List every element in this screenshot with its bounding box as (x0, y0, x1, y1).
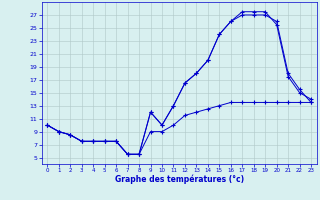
X-axis label: Graphe des températures (°c): Graphe des températures (°c) (115, 175, 244, 184)
